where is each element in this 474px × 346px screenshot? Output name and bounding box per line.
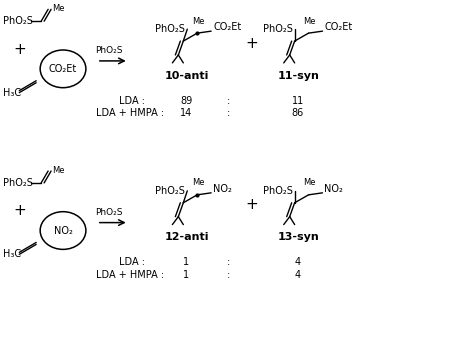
Text: LDA + HMPA :: LDA + HMPA : — [96, 270, 164, 280]
Text: 1: 1 — [183, 257, 189, 267]
Ellipse shape — [40, 212, 86, 249]
Text: Me: Me — [303, 17, 316, 26]
Text: +: + — [13, 203, 26, 218]
Text: PhO₂S: PhO₂S — [95, 208, 122, 217]
Text: Me: Me — [303, 179, 316, 188]
Text: PhO₂S: PhO₂S — [3, 16, 33, 26]
Text: Me: Me — [192, 17, 204, 26]
Text: 12-anti: 12-anti — [165, 233, 210, 243]
Text: 13-syn: 13-syn — [278, 233, 319, 243]
Text: NO₂: NO₂ — [54, 226, 73, 236]
Text: CO₂Et: CO₂Et — [325, 22, 353, 32]
Text: 1: 1 — [183, 270, 189, 280]
Text: CO₂Et: CO₂Et — [49, 64, 77, 74]
Text: 89: 89 — [180, 95, 192, 106]
Text: NO₂: NO₂ — [325, 184, 343, 194]
Text: Me: Me — [52, 4, 64, 13]
Text: PhO₂S: PhO₂S — [95, 46, 122, 55]
Text: 4: 4 — [294, 257, 301, 267]
Text: :: : — [227, 257, 230, 267]
Text: +: + — [246, 36, 258, 51]
Text: NO₂: NO₂ — [213, 184, 232, 194]
Text: PhO₂S: PhO₂S — [155, 24, 185, 34]
Text: 86: 86 — [292, 109, 304, 118]
Text: Me: Me — [52, 165, 64, 174]
Text: :: : — [227, 95, 230, 106]
Text: PhO₂S: PhO₂S — [3, 178, 33, 188]
Text: Me: Me — [192, 179, 204, 188]
Text: 11: 11 — [292, 95, 304, 106]
Text: 14: 14 — [180, 109, 192, 118]
Text: 4: 4 — [294, 270, 301, 280]
Text: LDA :: LDA : — [118, 95, 145, 106]
Text: +: + — [246, 197, 258, 212]
Text: PhO₂S: PhO₂S — [263, 24, 293, 34]
Text: 11-syn: 11-syn — [278, 71, 319, 81]
Text: LDA :: LDA : — [118, 257, 145, 267]
Text: 10-anti: 10-anti — [165, 71, 210, 81]
Text: H₃C: H₃C — [3, 249, 21, 260]
Text: H₃C: H₃C — [3, 88, 21, 98]
Text: LDA + HMPA :: LDA + HMPA : — [96, 109, 164, 118]
Text: :: : — [227, 270, 230, 280]
Text: PhO₂S: PhO₂S — [263, 186, 293, 196]
Ellipse shape — [40, 50, 86, 88]
Text: :: : — [227, 109, 230, 118]
Text: +: + — [13, 42, 26, 56]
Text: CO₂Et: CO₂Et — [213, 22, 241, 32]
Text: PhO₂S: PhO₂S — [155, 186, 185, 196]
